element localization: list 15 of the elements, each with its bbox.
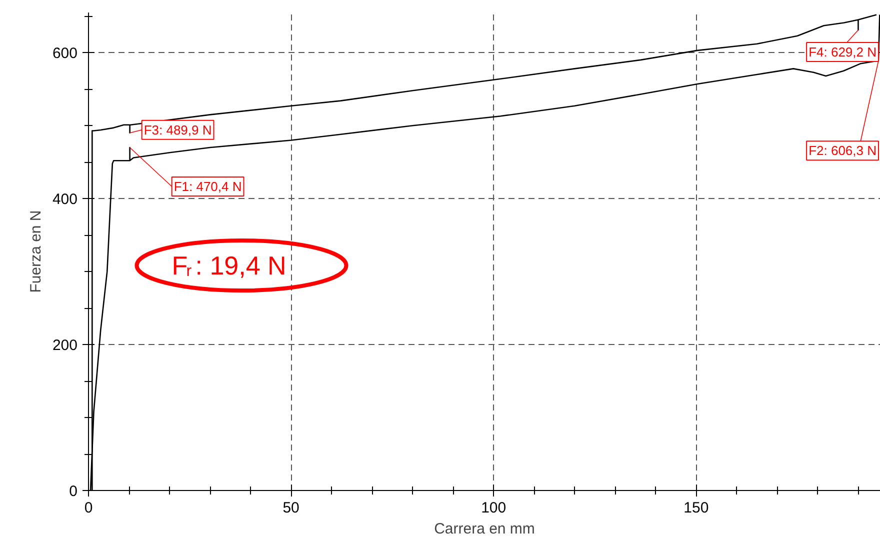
annotation: F4: 629,2 N [808, 44, 877, 60]
y-tick-label: 200 [52, 337, 78, 354]
y-tick-label: 0 [69, 483, 78, 500]
x-tick-label: 100 [481, 500, 506, 516]
x-tick-label: 50 [282, 500, 300, 516]
annotation: F2: 606,3 N [808, 143, 877, 158]
y-tick-label: 400 [52, 191, 78, 208]
y-axis-title: Fuerza en N [27, 210, 44, 293]
annotation: Fr: 19,4 N [172, 250, 286, 280]
x-tick-label: 0 [84, 500, 93, 516]
x-tick-label: 150 [684, 500, 709, 516]
y-tick-label: 600 [52, 45, 78, 62]
annotation: F1: 470,4 N [174, 179, 242, 194]
annotation: F3: 489,9 N [144, 122, 212, 138]
x-axis-title: Carrera en mm [434, 520, 535, 538]
